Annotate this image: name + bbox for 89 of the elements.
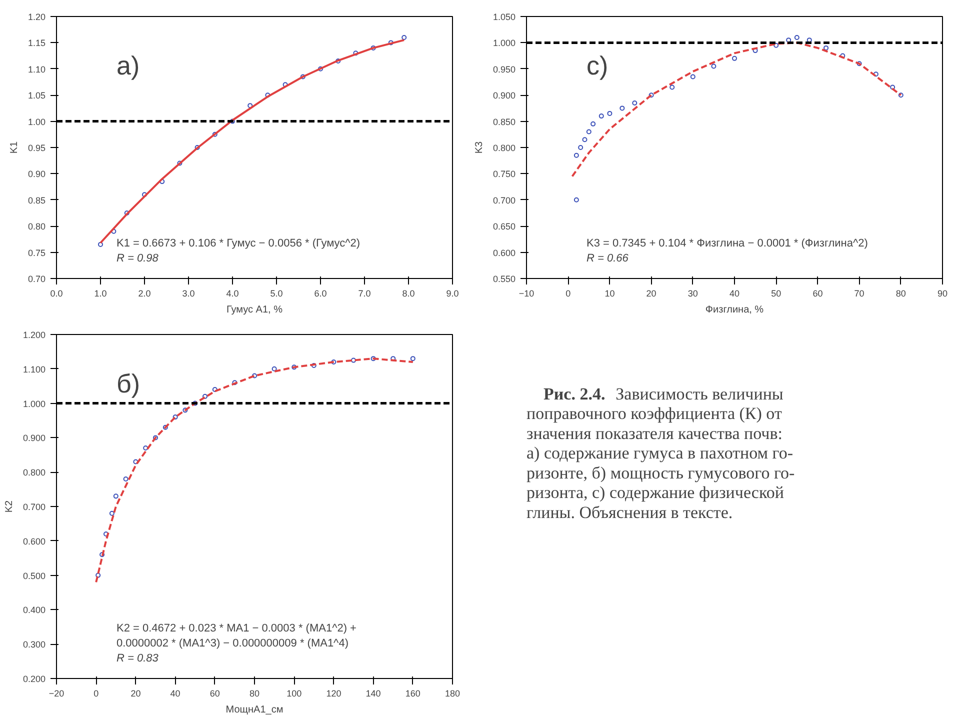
text: а) bbox=[116, 50, 140, 80]
y-tick-label: 0.300 bbox=[22, 640, 46, 650]
y-tick-label: 0.850 bbox=[492, 116, 516, 127]
y-tick-label: 0.200 bbox=[22, 674, 46, 684]
x-tick-label: 140 bbox=[366, 688, 381, 698]
x-tick-label: 0.0 bbox=[50, 288, 63, 298]
y-tick-label: 0.80 bbox=[28, 222, 46, 232]
x-tick-label: 4.0 bbox=[226, 288, 239, 298]
x-tick-label: 30 bbox=[688, 288, 698, 298]
x-tick-label: 60 bbox=[812, 288, 823, 298]
x-tick-label: 120 bbox=[326, 688, 342, 698]
y-tick-label: 0.75 bbox=[28, 248, 46, 258]
y-tick-label: 0.95 bbox=[28, 143, 46, 153]
annotation: R = 0.83 bbox=[116, 652, 160, 664]
x-tick-label: 0 bbox=[566, 288, 571, 298]
x-tick-label: 80 bbox=[896, 288, 906, 298]
y-tick-label: 0.900 bbox=[22, 433, 46, 444]
y-tick-label: 1.200 bbox=[22, 330, 46, 340]
x-tick-label: 10 bbox=[604, 288, 615, 298]
y-tick-label: 0.600 bbox=[492, 248, 516, 258]
y-tick-label: 0.600 bbox=[22, 536, 46, 546]
y-tick-label: 1.100 bbox=[22, 364, 46, 374]
annotation: K3 = 0.7345 + 0.104 * Физглина − 0.0001 * (Физглина^2) bbox=[586, 238, 868, 250]
x-tick-label: 40 bbox=[729, 288, 740, 298]
y-tick-label: 0.750 bbox=[492, 169, 516, 180]
y-tick-label: 0.700 bbox=[492, 195, 516, 206]
text: б) bbox=[116, 368, 140, 398]
y-tick-label: 1.00 bbox=[28, 116, 46, 127]
x-tick-label: 70 bbox=[854, 288, 864, 298]
y-tick-label: 0.550 bbox=[492, 274, 516, 284]
annotation: 0.0000002 * (MA1^3) − 0.000000009 * (MA1^4) bbox=[116, 638, 348, 650]
x-tick-label: 7.0 bbox=[358, 288, 371, 298]
x-axis-title: Физглина, % bbox=[705, 304, 764, 316]
x-tick-label: 20 bbox=[130, 688, 141, 698]
y-tick-label: 0.950 bbox=[492, 64, 516, 74]
text: ризонта, с) содержание физической bbox=[526, 483, 784, 502]
x-tick-label: 9.0 bbox=[446, 288, 459, 298]
x-tick-label: 180 bbox=[444, 688, 460, 698]
text: а) содержание гумуса в пахотном го- bbox=[526, 444, 794, 463]
x-tick-label: −20 bbox=[48, 688, 64, 698]
x-tick-label: 80 bbox=[249, 688, 260, 698]
y-tick-label: 0.800 bbox=[22, 468, 46, 478]
x-tick-label: 6.0 bbox=[314, 288, 327, 298]
y-tick-label: 0.650 bbox=[492, 222, 516, 232]
y-tick-label: 1.05 bbox=[28, 90, 46, 101]
x-tick-label: 100 bbox=[286, 688, 302, 698]
annotation: K2 = 0.4672 + 0.023 * MA1 − 0.0003 * (MA1^2) + bbox=[116, 622, 356, 634]
annotation: R = 0.66 bbox=[586, 252, 630, 264]
y-tick-label: 1.000 bbox=[22, 398, 46, 409]
y-tick-label: 1.20 bbox=[28, 12, 46, 22]
x-tick-label: −10 bbox=[518, 288, 534, 298]
text: с) bbox=[586, 50, 608, 80]
y-tick-label: 0.700 bbox=[22, 502, 46, 512]
annotation: K1 = 0.6673 + 0.106 * Гумус − 0.0056 * (Гумус^2) bbox=[116, 238, 360, 250]
y-tick-label: 0.500 bbox=[22, 570, 46, 581]
y-axis-title: K3 bbox=[474, 140, 485, 154]
x-tick-label: 1.0 bbox=[94, 288, 107, 298]
x-tick-label: 40 bbox=[170, 688, 180, 698]
y-axis-title: K2 bbox=[4, 500, 15, 513]
x-tick-label: 90 bbox=[937, 288, 948, 298]
y-tick-label: 1.000 bbox=[492, 38, 516, 48]
x-tick-label: 2.0 bbox=[138, 288, 151, 298]
x-tick-label: 20 bbox=[646, 288, 656, 298]
x-tick-label: 3.0 bbox=[182, 288, 195, 298]
x-axis-title: Гумус А1, % bbox=[226, 304, 283, 316]
x-tick-label: 50 bbox=[771, 288, 782, 298]
y-tick-label: 0.800 bbox=[492, 143, 516, 153]
y-tick-label: 1.050 bbox=[492, 12, 516, 22]
x-tick-label: 0 bbox=[94, 688, 99, 698]
x-tick-label: 160 bbox=[405, 688, 420, 698]
y-tick-label: 0.85 bbox=[28, 195, 46, 206]
y-tick-label: 1.15 bbox=[28, 38, 46, 48]
y-axis-title: K1 bbox=[8, 140, 20, 154]
y-tick-label: 0.900 bbox=[492, 90, 516, 101]
text: поправочного коэффициента (К) от bbox=[526, 404, 782, 424]
y-tick-label: 0.90 bbox=[28, 169, 46, 180]
text: значения показателя качества почв: bbox=[526, 424, 782, 443]
y-tick-label: 1.10 bbox=[28, 64, 46, 74]
x-axis-title: МощнА1_см bbox=[226, 704, 284, 716]
text: Зависимость величины bbox=[616, 384, 784, 404]
y-tick-label: 0.70 bbox=[28, 274, 46, 284]
x-tick-label: 5.0 bbox=[270, 288, 283, 298]
x-tick-label: 60 bbox=[210, 688, 220, 698]
annotation: R = 0.98 bbox=[116, 252, 160, 264]
x-tick-label: 8.0 bbox=[402, 288, 415, 298]
text: Рис. 2.4. bbox=[543, 384, 606, 404]
text: глины. Объяснения в тексте. bbox=[526, 502, 733, 522]
text: ризонте, б) мощность гумусового го- bbox=[526, 463, 796, 482]
y-tick-label: 0.400 bbox=[22, 605, 46, 616]
